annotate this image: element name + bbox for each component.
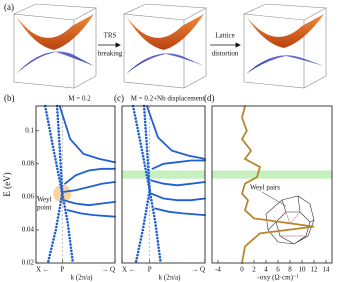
- arrow-label: TRS: [104, 32, 117, 40]
- x-tick-label: 6: [276, 266, 280, 274]
- arrow-label: Lattice: [215, 32, 234, 40]
- x-tick-label: 8: [288, 266, 292, 274]
- panel-label: (a): [4, 2, 14, 12]
- annotation: Weyl: [37, 196, 52, 204]
- y-tick-label: 0.04: [22, 226, 35, 234]
- x-tick-label: → Q: [101, 266, 115, 274]
- band-line: [146, 105, 206, 160]
- plot-frame: [35, 105, 116, 264]
- y-tick-label: 0.06: [22, 193, 35, 201]
- band-line: [62, 199, 116, 207]
- y-tick-label: 0.08: [22, 159, 35, 167]
- arrow-label: distortion: [212, 50, 239, 58]
- y-tick-label: 0.02: [22, 259, 35, 267]
- y-tick-label: 0.1: [25, 126, 34, 134]
- band-line: [64, 167, 116, 185]
- band-line: [151, 159, 206, 170]
- band-line: [154, 207, 206, 216]
- band-line: [150, 179, 206, 187]
- x-tick-label: 12: [311, 266, 319, 274]
- zone-edge: [265, 195, 315, 245]
- band-line: [134, 104, 152, 265]
- x-tick-label: -4: [215, 266, 221, 274]
- highlight-band: [212, 170, 332, 179]
- band-surface: [12, 3, 328, 89]
- x-tick-label: P: [60, 266, 64, 274]
- band-line: [46, 104, 64, 265]
- band-line: [43, 104, 75, 265]
- x-tick-label: 4: [264, 266, 268, 274]
- x-tick-label: X ←: [36, 266, 50, 274]
- arrow: [98, 42, 241, 48]
- x-axis-label: k (2π/a): [159, 274, 182, 282]
- chart-title: M = 0.2: [68, 95, 91, 103]
- band-line: [58, 105, 116, 164]
- band-line: [131, 104, 162, 265]
- panel-label: (b): [4, 93, 15, 103]
- x-tick-label: P: [148, 266, 152, 274]
- x-tick-label: 2: [252, 266, 256, 274]
- x-tick-label: → Q: [191, 266, 205, 274]
- x-tick-label: 10: [299, 266, 307, 274]
- pointer: [261, 191, 287, 207]
- x-axis-label: k (2π/a): [71, 274, 94, 282]
- band-line: [62, 181, 116, 193]
- plot-frame: [121, 105, 206, 264]
- band-line: [150, 192, 206, 202]
- x-tick-label: X ←: [122, 266, 136, 274]
- plot-frame: [211, 105, 333, 264]
- annotation: Weyl pairs: [250, 184, 280, 192]
- chart-title: M = 0.2+Nb displacement: [131, 95, 205, 103]
- band-line: [66, 209, 116, 218]
- y-axis-label: E (eV): [2, 172, 12, 196]
- band-line: [240, 105, 315, 264]
- x-tick-label: 0: [240, 266, 244, 274]
- panel-label: (d): [204, 93, 215, 103]
- brillouin-zone: [265, 195, 315, 245]
- panel-label: (c): [114, 93, 124, 103]
- highlight-band: [122, 170, 205, 179]
- x-axis-label: -σxy (Ω·cm)⁻¹: [257, 274, 298, 282]
- arrow-label: breaking: [98, 50, 123, 58]
- x-tick-label: 14: [323, 266, 331, 274]
- annotation: point: [37, 204, 51, 212]
